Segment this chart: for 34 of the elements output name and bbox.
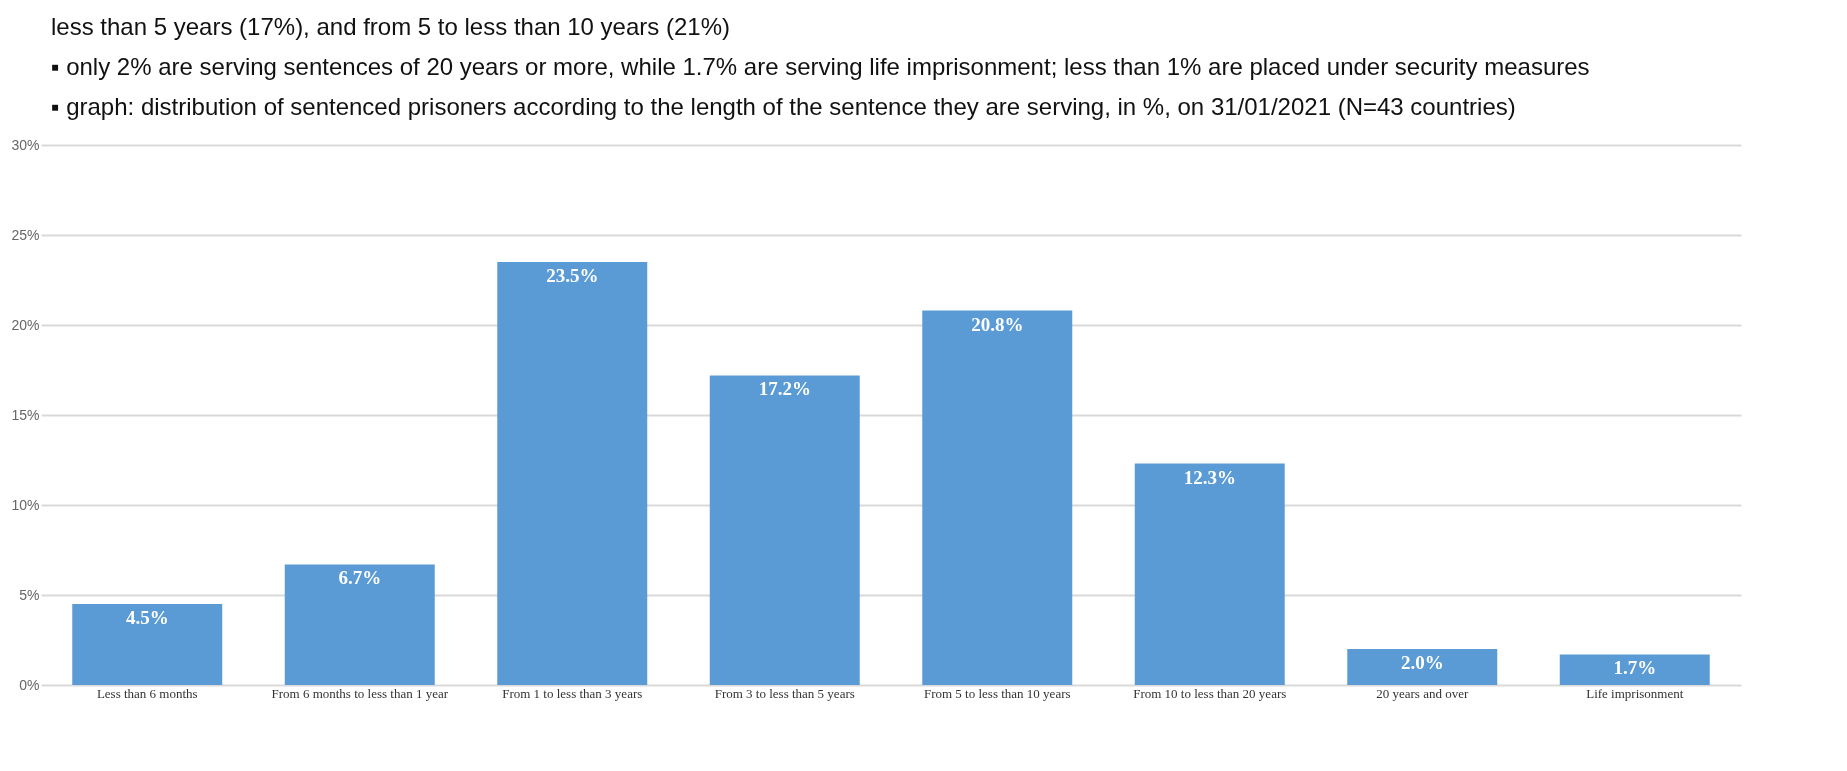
y-tick-label: 15%	[11, 406, 40, 423]
y-tick-label: 10%	[11, 496, 40, 513]
data-label: 23.5%	[546, 265, 599, 286]
bar	[284, 564, 435, 685]
data-label: 2.0%	[1400, 652, 1444, 673]
data-label: 1.7%	[1613, 657, 1657, 679]
x-tick-label: From 1 to less than 3 years	[502, 685, 643, 701]
bar	[1134, 463, 1285, 685]
text: less than 5 years (17%), and from 5 to less than 10 years (21%)	[51, 13, 730, 40]
data-label: 20.8%	[971, 313, 1024, 335]
bar	[497, 262, 648, 685]
y-tick-label: 20%	[11, 316, 40, 333]
x-tick-label: Less than 6 months	[96, 685, 198, 701]
data-label: 4.5%	[125, 607, 169, 628]
bar	[922, 310, 1073, 685]
bar	[709, 375, 860, 685]
x-tick-label: 20 years and over	[1376, 685, 1469, 701]
bar	[1347, 649, 1498, 685]
y-tick-label: 30%	[11, 136, 40, 153]
bar	[1559, 654, 1710, 685]
x-tick-label: From 6 months to less than 1 year	[271, 685, 449, 701]
data-label: 6.7%	[338, 567, 382, 589]
data-label: 12.3%	[1183, 466, 1236, 488]
x-tick-label: From 5 to less than 10 years	[923, 685, 1071, 701]
data-label: 17.2%	[758, 378, 811, 400]
x-tick-label: From 3 to less than 5 years	[714, 685, 855, 701]
y-tick-label: 25%	[11, 226, 40, 243]
text: ▪ only 2% are serving sentences of 20 years or more, while 1.7% are serving life imprisonment; less than 1% are placed under security measures	[51, 53, 1590, 80]
bar	[72, 604, 223, 685]
text: ▪ graph: distribution of sentenced prisoners according to the length of the sentence they are serving, in %, on 31/01/2021 (N=43 countries)	[51, 93, 1516, 120]
y-tick-label: 5%	[19, 586, 40, 603]
x-tick-label: Life imprisonment	[1586, 685, 1684, 701]
y-tick-label: 0%	[19, 676, 40, 693]
x-tick-label: From 10 to less than 20 years	[1133, 685, 1287, 701]
